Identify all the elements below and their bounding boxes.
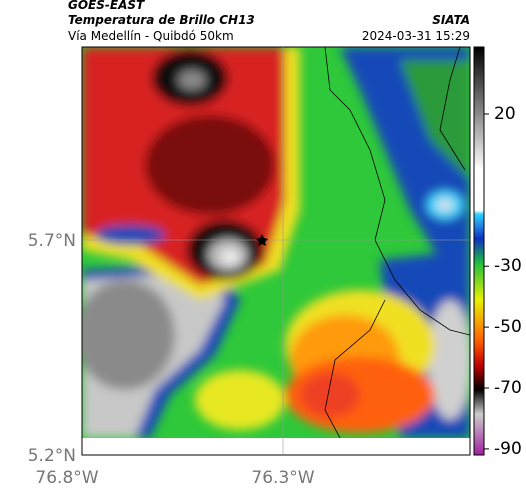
map-frame — [81, 46, 471, 456]
location-star — [256, 234, 268, 246]
location: Vía Medellín - Quibdó 50km — [68, 29, 234, 43]
colorbar-tick-label: -90 — [494, 439, 522, 459]
lon-label: 76.3°W — [251, 468, 314, 488]
lat-label: 5.2°N — [28, 446, 76, 466]
colorbar-tick-label: -70 — [494, 378, 522, 398]
datetime: 2024-03-31 15:29 — [362, 29, 470, 43]
colorbar — [473, 46, 485, 456]
lat-label: 5.7°N — [28, 231, 76, 251]
lon-label: 76.8°W — [35, 468, 98, 488]
subtitle: Temperatura de Brillo CH13 — [68, 13, 255, 27]
colorbar-tick-label: -30 — [494, 256, 522, 276]
title: GOES-EAST — [68, 0, 145, 12]
source: SIATA — [432, 13, 470, 27]
colorbar-tick-label: -50 — [494, 317, 522, 337]
colorbar-tick-label: 20 — [494, 104, 516, 124]
brightness-temperature-field — [82, 47, 470, 438]
